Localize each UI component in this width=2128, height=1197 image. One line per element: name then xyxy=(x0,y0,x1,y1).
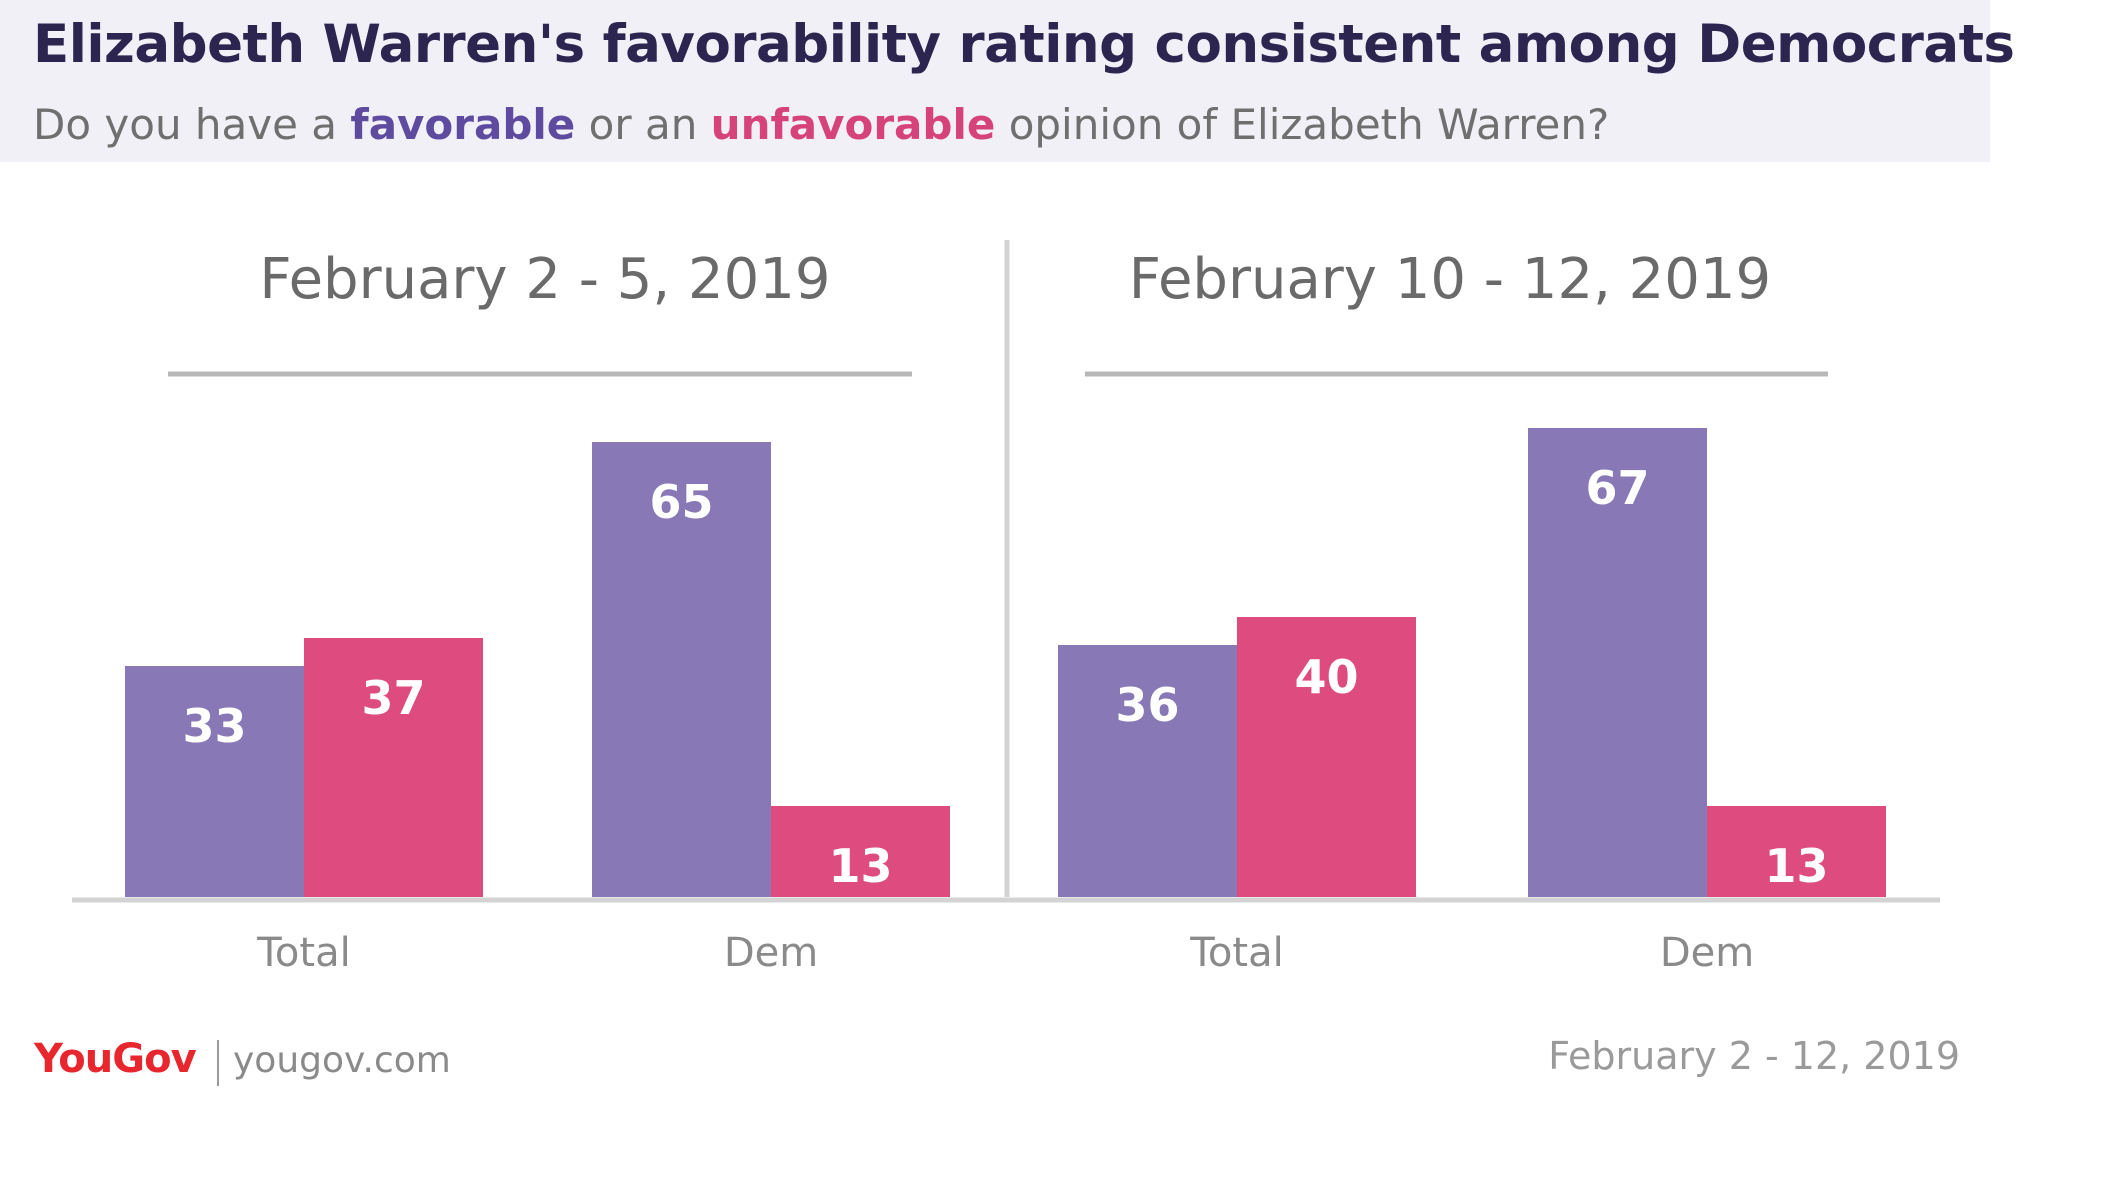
footer-site: yougov.com xyxy=(233,1040,451,1081)
category-label: Total xyxy=(1189,930,1283,976)
subtitle-pre: Do you have a xyxy=(33,100,338,149)
category-label: Dem xyxy=(724,930,818,976)
footer-divider xyxy=(217,1040,219,1086)
subtitle-favorable: favorable xyxy=(350,100,576,149)
data-label-favorable: 33 xyxy=(182,699,246,753)
subtitle-mid: or an xyxy=(588,100,698,149)
logo-you: You xyxy=(34,1036,113,1082)
data-label-favorable: 67 xyxy=(1585,461,1649,515)
category-label: Dem xyxy=(1660,930,1754,976)
bar-favorable xyxy=(592,442,771,897)
bar-favorable xyxy=(1528,428,1707,897)
data-label-unfavorable: 13 xyxy=(828,839,892,893)
data-label-favorable: 36 xyxy=(1115,678,1179,732)
yougov-logo: YouGov xyxy=(34,1036,197,1082)
bar-unfavorable xyxy=(771,806,950,897)
subtitle-unfavorable: unfavorable xyxy=(710,100,996,149)
footer-date-range: February 2 - 12, 2019 xyxy=(1548,1034,1960,1078)
bar-unfavorable xyxy=(1707,806,1886,897)
subtitle-post: opinion of Elizabeth Warren? xyxy=(1008,100,1610,149)
category-label: Total xyxy=(256,930,350,976)
header-band xyxy=(0,0,1990,162)
bar-favorable xyxy=(125,666,304,897)
chart-title: Elizabeth Warren's favorability rating c… xyxy=(33,14,2015,75)
bar-favorable xyxy=(1058,645,1237,897)
panel-title: February 10 - 12, 2019 xyxy=(1129,247,1771,312)
bar-unfavorable xyxy=(1237,617,1416,897)
data-label-unfavorable: 13 xyxy=(1764,839,1828,893)
data-label-unfavorable: 37 xyxy=(361,671,425,725)
data-label-favorable: 65 xyxy=(649,475,713,529)
logo-gov: Gov xyxy=(112,1036,196,1082)
data-label-unfavorable: 40 xyxy=(1294,650,1358,704)
chart-subtitle: Do you have a favorable or an unfavorabl… xyxy=(33,100,1609,149)
bar-unfavorable xyxy=(304,638,483,897)
panel-title: February 2 - 5, 2019 xyxy=(259,247,830,312)
